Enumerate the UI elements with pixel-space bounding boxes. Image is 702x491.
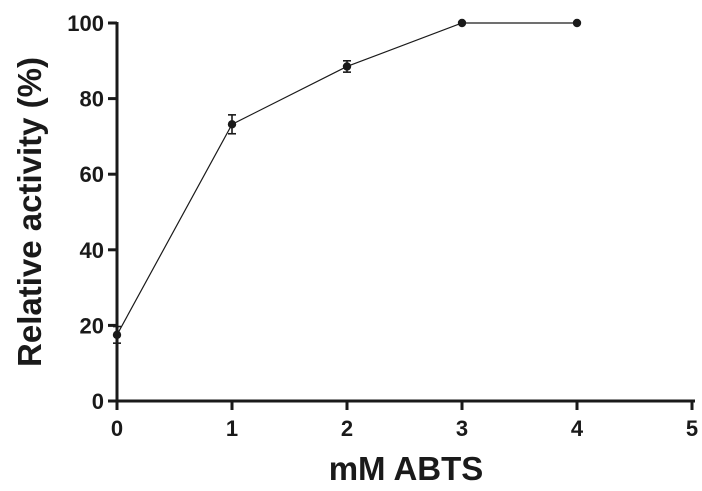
plot-area <box>112 18 582 344</box>
axes <box>115 22 695 403</box>
y-tick-label: 40 <box>80 238 104 263</box>
y-tick-label: 20 <box>80 313 104 338</box>
x-tick-label: 4 <box>571 416 584 441</box>
data-point <box>342 62 352 71</box>
data-point <box>227 120 237 129</box>
data-point <box>572 18 582 28</box>
x-tick-label: 5 <box>686 416 698 441</box>
data-point <box>112 330 122 340</box>
y-tick-label: 0 <box>92 389 104 414</box>
data-point <box>457 18 467 28</box>
x-tick-label: 1 <box>226 416 238 441</box>
y-tick-label: 100 <box>67 11 104 36</box>
x-ticks: 0 1 2 3 4 5 <box>111 401 698 441</box>
x-tick-label: 3 <box>456 416 468 441</box>
y-axis-title: Relative activity (%) <box>11 57 48 367</box>
y-ticks: 0 20 40 60 80 100 <box>67 11 117 414</box>
x-tick-label: 2 <box>341 416 353 441</box>
y-tick-label: 60 <box>80 162 104 187</box>
x-axis-title: mM ABTS <box>329 450 484 487</box>
x-tick-label: 0 <box>111 416 123 441</box>
y-tick-label: 80 <box>80 87 104 112</box>
